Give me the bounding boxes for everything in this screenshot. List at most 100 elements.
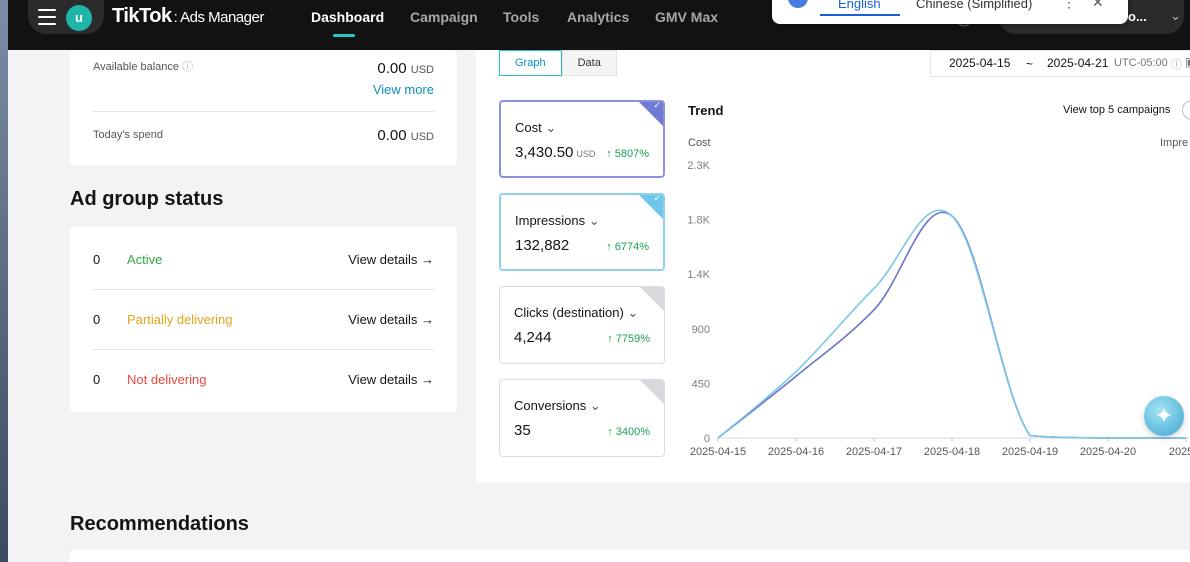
- nav-campaign[interactable]: Campaign: [410, 9, 478, 25]
- brand-subtitle: : Ads Manager: [173, 9, 265, 26]
- y-tick-label: 0: [704, 433, 710, 445]
- metric-name[interactable]: Clicks (destination) ⌄: [514, 305, 639, 320]
- available-balance-label: Available balance ⓘ: [93, 61, 194, 73]
- balance-card: Available balance ⓘ 0.00 USD View more T…: [70, 50, 457, 165]
- check-icon: ✓: [653, 193, 661, 203]
- y-tick-label: 2.3K: [687, 160, 710, 172]
- partially-delivering-count: 0: [93, 312, 101, 327]
- google-translate-icon: [788, 0, 808, 8]
- unselected-corner: [640, 380, 664, 404]
- metric-card-impressions[interactable]: ✓ Impressions ⌄ 132,882 ↑ 6774%: [499, 193, 665, 271]
- chevron-down-icon: ⌄: [589, 398, 601, 413]
- divider: [93, 111, 434, 112]
- trend-chart: 0 450 900 1.4K 1.8K 2.3K 2025-04-15 2025-04-16 2…: [687, 160, 1190, 458]
- timezone-label: UTC-05:00: [1114, 57, 1168, 69]
- metric-name[interactable]: Impressions ⌄: [515, 213, 600, 228]
- ai-assistant-button[interactable]: ✦: [1144, 396, 1184, 436]
- check-icon: ✓: [653, 100, 661, 110]
- not-delivering-count: 0: [93, 372, 101, 387]
- y-tick-label: 900: [692, 324, 710, 336]
- translate-tab-underline: [820, 14, 900, 16]
- data-toggle-button[interactable]: Data: [561, 50, 617, 76]
- divider: [93, 289, 434, 290]
- more-options-icon[interactable]: ⋮: [1062, 0, 1076, 10]
- metric-card-conversions[interactable]: Conversions ⌄ 35 ↑ 3400%: [499, 379, 665, 457]
- right-axis-label: Impre: [1160, 137, 1189, 149]
- status-not-delivering: Not delivering: [127, 372, 207, 387]
- metric-value: 132,882: [515, 237, 570, 254]
- selected-corner: [639, 195, 663, 219]
- tiktok-ads-manager-logo[interactable]: TikTok: Ads Manager: [112, 5, 264, 28]
- date-separator: ~: [1026, 57, 1034, 71]
- unselected-corner: [640, 287, 664, 311]
- todays-spend-label: Today's spend: [93, 129, 163, 141]
- series-line-impressions: [717, 209, 1186, 439]
- account-name: o...: [1128, 9, 1147, 24]
- info-icon[interactable]: ⓘ: [1171, 59, 1182, 71]
- close-icon[interactable]: ✕: [1092, 0, 1104, 10]
- user-avatar[interactable]: u: [66, 5, 92, 31]
- translate-tab-chinese[interactable]: Chinese (Simplified): [916, 0, 1033, 11]
- series-line-cost: [717, 211, 1186, 439]
- x-tick-label: 2025-04-17: [846, 446, 902, 458]
- nav-gmv-max[interactable]: GMV Max: [655, 9, 719, 25]
- y-tick-label: 1.8K: [687, 215, 710, 227]
- chevron-down-icon: ⌄: [588, 213, 600, 228]
- view-more-link[interactable]: View more: [372, 82, 434, 97]
- ad-group-status-card: 0 Active View details → 0 Partially deli…: [70, 227, 457, 412]
- x-tick-label: 2025-04-16: [768, 446, 824, 458]
- active-count: 0: [93, 252, 101, 267]
- metric-change: ↑ 3400%: [607, 426, 650, 438]
- brand-name: TikTok: [112, 5, 172, 27]
- view-details-partial-link[interactable]: View details →: [348, 312, 434, 327]
- todays-spend-value: 0.00 USD: [377, 127, 434, 144]
- chart-title: Trend: [688, 103, 724, 118]
- view-toggle: Graph Data: [499, 50, 617, 76]
- y-tick-label: 450: [692, 378, 710, 390]
- x-tick-label: 2025-04-20: [1080, 446, 1136, 458]
- nav-tools[interactable]: Tools: [503, 9, 540, 25]
- y-tick-label: 1.4K: [687, 269, 710, 281]
- metric-value: 35: [514, 422, 531, 439]
- available-balance-value: 0.00 USD: [377, 60, 434, 77]
- desktop-edge: [0, 0, 8, 562]
- metric-name[interactable]: Cost ⌄: [515, 120, 557, 135]
- chevron-down-icon: ⌄: [545, 120, 557, 135]
- date-range-picker[interactable]: 2025-04-15 ~ 2025-04-21 UTC-05:00 ⓘ ▣: [930, 50, 1190, 77]
- active-nav-underline: [333, 34, 355, 37]
- chevron-down-icon[interactable]: ⌄: [1170, 8, 1181, 23]
- recommendations-title: Recommendations: [70, 513, 249, 535]
- metric-card-clicks[interactable]: Clicks (destination) ⌄ 4,244 ↑ 7759%: [499, 286, 665, 364]
- metric-change: ↑ 6774%: [606, 241, 649, 253]
- status-active: Active: [127, 252, 163, 267]
- nav-analytics[interactable]: Analytics: [567, 9, 630, 25]
- chevron-down-icon: ⌄: [627, 305, 639, 320]
- status-partially-delivering: Partially delivering: [127, 312, 233, 327]
- date-end: 2025-04-21: [1047, 56, 1109, 70]
- x-tick-label: 2025-04-18: [924, 446, 980, 458]
- calendar-icon[interactable]: ▣: [1185, 55, 1190, 69]
- view-details-not-delivering-link[interactable]: View details →: [348, 372, 434, 387]
- recommendations-card: [70, 550, 1190, 562]
- metric-name[interactable]: Conversions ⌄: [514, 398, 601, 413]
- hamburger-menu-icon[interactable]: [38, 9, 56, 25]
- metric-card-cost[interactable]: ✓ Cost ⌄ 3,430.50 USD ↑ 5807%: [499, 100, 665, 178]
- nav-dashboard[interactable]: Dashboard: [311, 9, 385, 25]
- translate-popup: English Chinese (Simplified) ⋮ ✕: [772, 0, 1128, 24]
- x-tick-label: 2025-04-15: [690, 446, 746, 458]
- x-tick-label: 2025-04-19: [1002, 446, 1058, 458]
- date-start: 2025-04-15: [949, 56, 1011, 70]
- view-top-5-label: View top 5 campaigns: [1063, 104, 1171, 116]
- view-details-active-link[interactable]: View details →: [348, 252, 434, 267]
- graph-toggle-button[interactable]: Graph: [499, 50, 562, 76]
- metric-change: ↑ 5807%: [606, 148, 649, 160]
- ad-group-status-title: Ad group status: [70, 188, 224, 210]
- selected-corner: [639, 102, 663, 126]
- left-axis-label: Cost: [688, 137, 711, 149]
- x-tick-label: 2025-0: [1169, 446, 1190, 458]
- metric-value: 4,244: [514, 329, 552, 346]
- translate-tab-english[interactable]: English: [838, 0, 881, 11]
- info-icon[interactable]: ⓘ: [182, 61, 194, 73]
- divider: [93, 349, 434, 350]
- metric-value: 3,430.50 USD: [515, 144, 596, 161]
